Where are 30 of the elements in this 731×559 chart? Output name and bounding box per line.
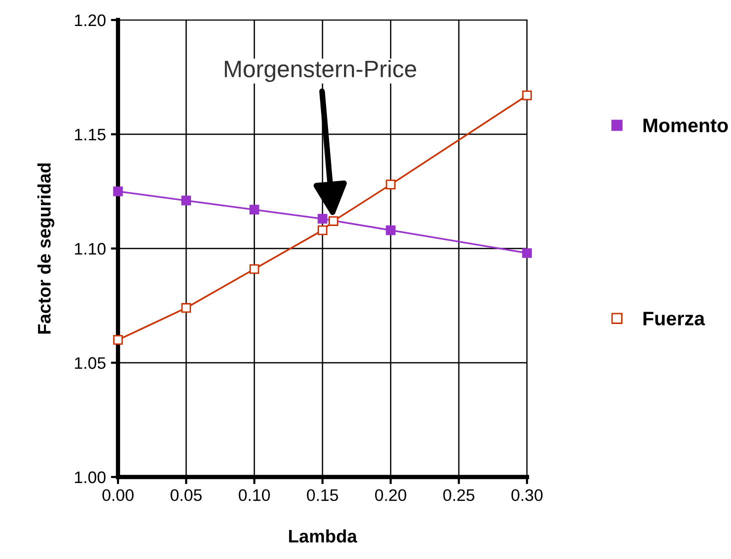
- point: [181, 303, 192, 313]
- y-axis-title: Factor de seguridad: [37, 163, 54, 334]
- x-tick-label: 0.10: [238, 489, 270, 502]
- x-tick-label: 0.05: [170, 489, 202, 502]
- point: [522, 248, 532, 258]
- legend-label: Fuerza: [644, 312, 706, 326]
- annotation: Morgenstern-Price: [224, 60, 416, 82]
- x-tick-label: 0.20: [375, 489, 406, 502]
- point: [249, 204, 260, 215]
- x-tick-label: 0.25: [443, 489, 474, 502]
- y-tick-label: 1.05: [75, 357, 106, 369]
- x-tick-label: 0.30: [511, 489, 543, 502]
- x-tick-label: 0.15: [306, 489, 338, 502]
- y-tick-label: 1.20: [75, 14, 106, 26]
- point: [386, 180, 396, 190]
- point: [318, 214, 328, 224]
- y-tick-label: 1.00: [75, 471, 106, 484]
- point: [328, 216, 338, 226]
- point: [386, 225, 396, 236]
- x-axis-title: Lambda: [289, 529, 358, 543]
- x-tick-label: 0.00: [102, 489, 134, 502]
- point: [181, 196, 192, 206]
- y-tick-label: 1.15: [75, 128, 106, 140]
- legend-label: Momento: [644, 118, 728, 132]
- point: [113, 335, 123, 345]
- point: [522, 90, 532, 100]
- point: [249, 264, 260, 274]
- y-tick-label: 1.10: [75, 242, 106, 255]
- point: [113, 186, 123, 196]
- point: [318, 225, 328, 236]
